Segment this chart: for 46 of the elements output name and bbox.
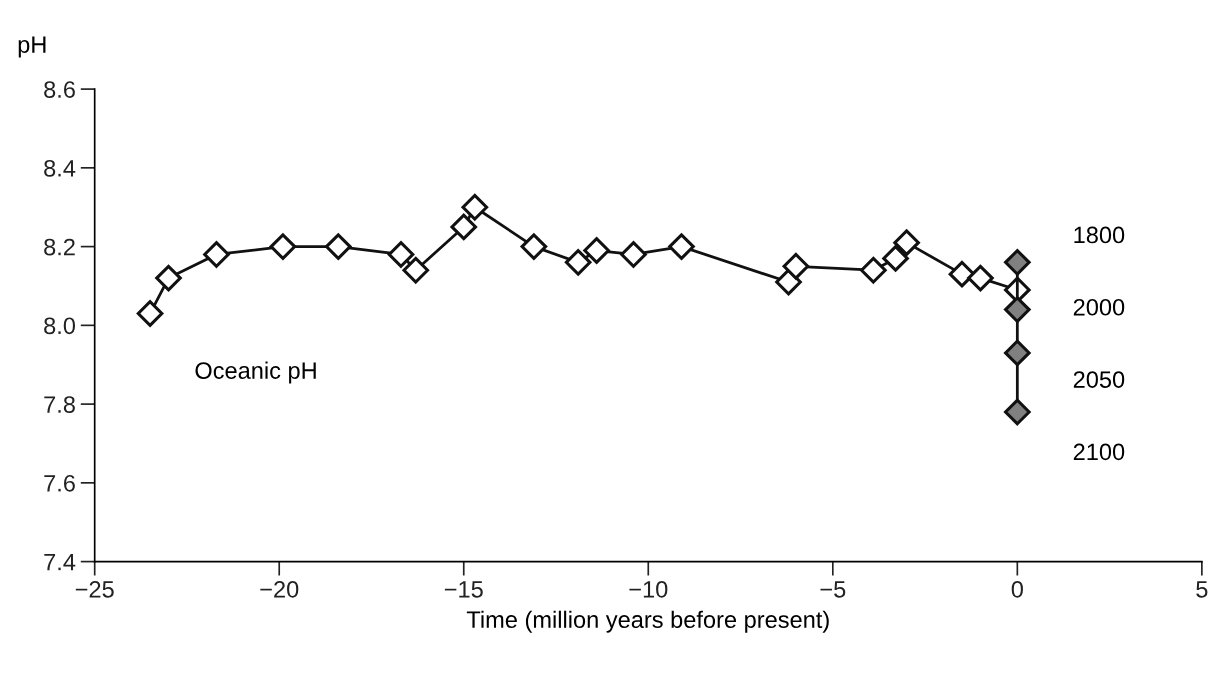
x-tick-label: −20 bbox=[260, 580, 299, 598]
x-tick-label: −10 bbox=[629, 580, 668, 598]
x-tick-label: −25 bbox=[75, 580, 114, 598]
y-axis-title: pH bbox=[18, 36, 46, 58]
point bbox=[948, 260, 976, 288]
point bbox=[269, 233, 297, 260]
annotation: 2100 bbox=[1073, 443, 1125, 461]
point bbox=[155, 264, 182, 292]
y-tick-label: 8.2 bbox=[44, 238, 75, 256]
x-axis-title: Time (million years before present) bbox=[466, 610, 829, 633]
annotation: 1800 bbox=[1074, 226, 1125, 244]
point bbox=[402, 256, 430, 284]
point bbox=[860, 256, 887, 284]
point bbox=[1004, 296, 1031, 323]
y-tick-label: 8.6 bbox=[44, 81, 75, 98]
point bbox=[775, 268, 802, 296]
point bbox=[136, 300, 164, 327]
x-tick-label: 5 bbox=[1196, 581, 1208, 598]
point bbox=[668, 233, 695, 260]
x-tick-label: −15 bbox=[444, 581, 483, 598]
annotation: Oceanic pH bbox=[195, 361, 316, 384]
point bbox=[520, 233, 548, 260]
point bbox=[782, 252, 810, 280]
point bbox=[387, 241, 415, 268]
point bbox=[324, 233, 352, 260]
point bbox=[1004, 398, 1031, 426]
point bbox=[1004, 339, 1031, 367]
point bbox=[450, 213, 478, 241]
annotation: 2000 bbox=[1073, 298, 1125, 316]
point bbox=[967, 264, 994, 292]
point bbox=[893, 229, 920, 256]
x-tick-label: 0 bbox=[1011, 580, 1023, 598]
y-tick-label: 7.8 bbox=[44, 396, 75, 413]
point bbox=[564, 249, 592, 276]
point bbox=[882, 245, 909, 272]
y-tick-label: 7.4 bbox=[44, 553, 76, 571]
point bbox=[620, 241, 647, 268]
point bbox=[583, 237, 610, 264]
y-tick-label: 8.4 bbox=[44, 159, 76, 177]
y-tick-label: 7.6 bbox=[44, 474, 75, 492]
point bbox=[461, 193, 489, 221]
annotation: 2050 bbox=[1073, 371, 1125, 388]
point bbox=[203, 241, 230, 268]
y-tick-label: 8.0 bbox=[44, 317, 76, 335]
point bbox=[1004, 249, 1031, 276]
x-tick-label: −5 bbox=[820, 581, 846, 598]
